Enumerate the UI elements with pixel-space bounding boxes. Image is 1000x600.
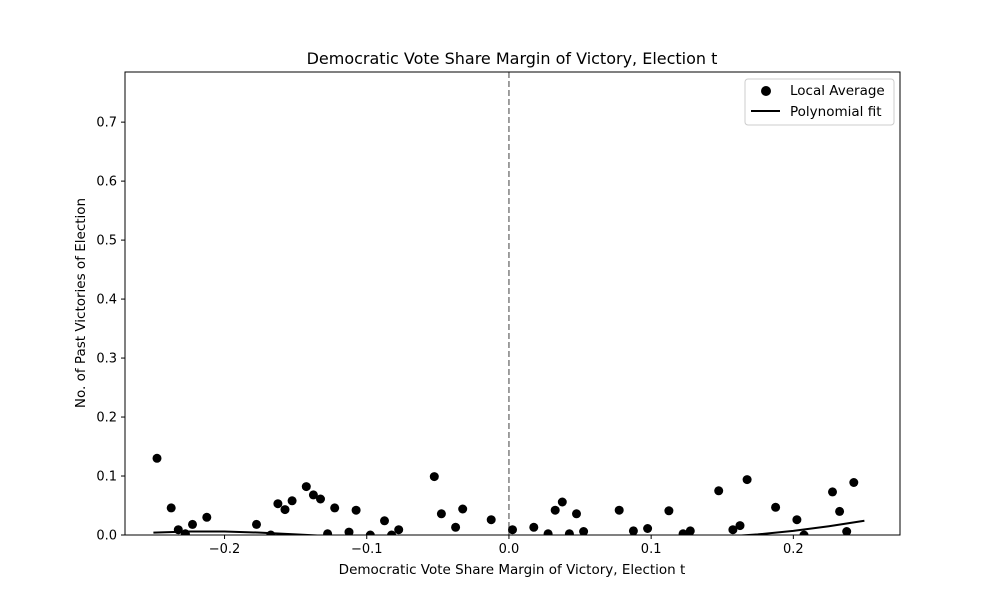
data-point [266,530,276,535]
data-point [436,509,446,519]
x-tick-label: 0.2 [783,542,804,557]
data-point [273,499,283,509]
data-point [351,505,361,515]
data-point [564,529,574,535]
data-point [451,522,461,532]
data-point [180,529,190,535]
data-point [678,529,688,535]
x-tick-label: 0.0 [499,542,520,557]
plot-frame [124,71,901,536]
data-point [458,504,468,514]
data-point [835,506,845,516]
data-point [664,506,674,516]
data-point [308,490,318,500]
data-point [714,486,724,496]
legend-box [744,78,895,126]
y-tick-label: 0.6 [96,175,117,190]
data-point [252,519,261,529]
data-point [301,482,311,492]
data-point [387,530,397,535]
legend-label-polynomial-fit: Polynomial fit [790,104,882,120]
x-tick-label: −0.1 [351,542,383,557]
data-point [628,526,638,535]
data-point [529,522,539,532]
y-tick-label: 0.7 [96,116,117,131]
data-point [188,519,197,529]
data-point [287,496,297,506]
data-point [643,524,653,533]
data-point [323,529,333,535]
y-tick-label: 0.2 [96,411,117,426]
data-point [828,487,837,497]
data-point [429,472,439,482]
data-point [394,525,404,535]
data-point [166,503,176,513]
data-point [771,502,781,512]
data-point [742,475,752,485]
y-tick-label: 0.1 [96,470,117,485]
data-point [557,497,567,507]
data-point [792,515,802,525]
x-axis-title: Democratic Vote Share Margin of Victory,… [339,562,686,578]
y-tick-label: 0.3 [96,352,117,367]
data-point [508,525,517,535]
y-tick-label: 0.5 [96,234,117,249]
data-point [735,521,745,531]
x-axis: −0.2 −0.1 0.0 0.1 0.2 [209,535,804,557]
data-point [579,527,589,535]
data-point [280,505,290,515]
x-tick-label: 0.1 [641,542,662,557]
data-point [316,494,325,504]
y-axis: 0.0 0.1 0.2 0.3 0.4 0.5 0.6 0.7 [96,116,125,544]
x-tick-label: −0.2 [209,542,241,557]
data-point [543,529,553,535]
data-point [152,453,162,463]
data-point [550,505,560,515]
data-point [572,509,581,519]
data-point [173,525,183,535]
data-point [344,527,354,535]
data-point [486,515,496,525]
data-point [685,526,695,535]
chart-title: Democratic Vote Share Margin of Victory,… [307,49,718,68]
y-axis-title: No. of Past Victories of Election [73,198,89,408]
data-point [380,516,389,526]
y-tick-label: 0.4 [96,293,117,308]
data-point [849,478,859,487]
data-point [842,527,852,535]
legend-marker-local-average [761,86,771,96]
data-point [202,512,212,522]
data-point [614,505,624,515]
data-point [330,503,340,513]
data-point [799,530,809,535]
legend-label-local-average: Local Average [790,83,885,99]
legend: Local Average Polynomial fit [744,78,895,126]
data-point [728,525,738,535]
data-point [365,530,375,535]
y-tick-label: 0.0 [96,529,117,544]
